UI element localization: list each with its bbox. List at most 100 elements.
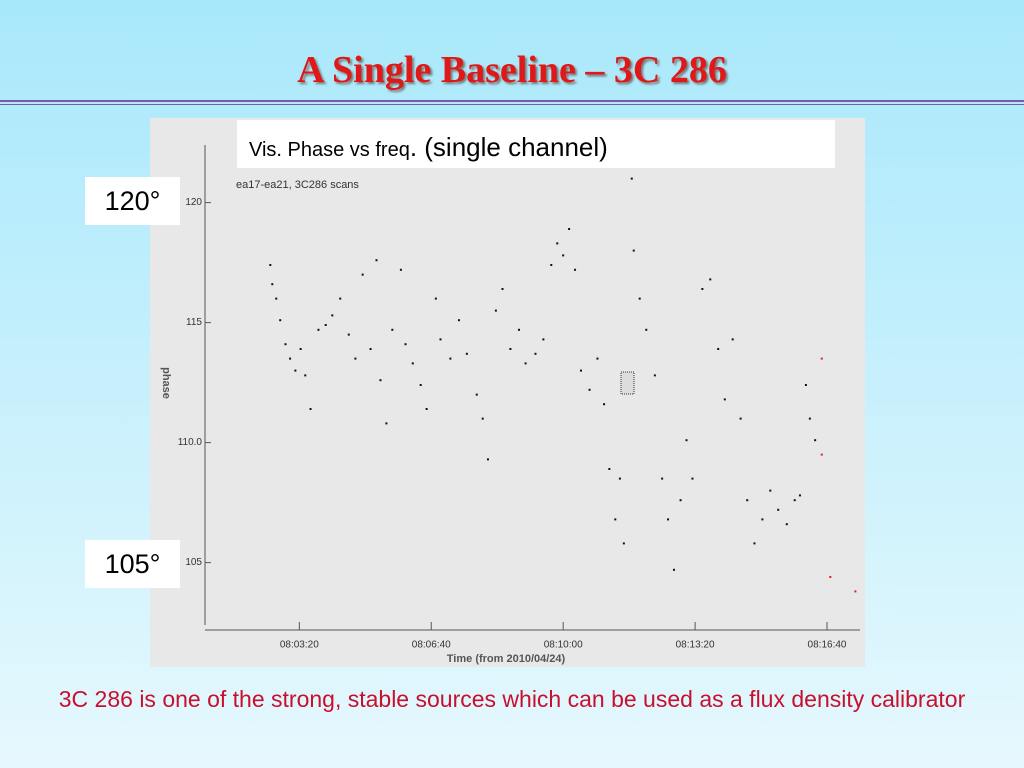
- data-point: [596, 357, 599, 360]
- data-point: [534, 352, 537, 355]
- data-point: [798, 494, 801, 497]
- data-point: [509, 348, 512, 350]
- data-point: [761, 518, 764, 521]
- data-point: [630, 177, 633, 180]
- plot-caption-box: Vis. Phase vs freq. (single channel): [237, 120, 835, 168]
- data-point: [542, 338, 545, 341]
- data-point: [739, 417, 742, 420]
- data-point: [347, 333, 350, 336]
- data-point: [672, 568, 675, 571]
- data-point: [568, 228, 571, 230]
- data-point: [294, 369, 297, 372]
- slide-caption: 3C 286 is one of the strong, stable sour…: [58, 686, 966, 712]
- selection-box: [620, 371, 635, 395]
- y-tick-label: 120: [185, 197, 202, 208]
- data-point: [608, 468, 611, 470]
- data-point: [614, 518, 617, 521]
- chart-subtitle: ea17-ea21, 3C286 scans: [236, 179, 359, 191]
- data-point: [269, 264, 272, 266]
- data-point: [361, 273, 364, 276]
- data-point: [391, 328, 394, 331]
- data-point: [419, 384, 422, 386]
- data-point: [475, 393, 478, 396]
- data-point: [588, 388, 591, 391]
- data-point: [324, 324, 327, 326]
- data-point: [854, 590, 857, 593]
- data-point: [271, 283, 274, 286]
- data-point: [279, 319, 282, 322]
- data-point: [517, 328, 520, 331]
- data-point: [317, 328, 320, 331]
- data-point: [653, 374, 656, 377]
- data-point: [354, 357, 357, 360]
- data-point: [465, 352, 468, 355]
- data-point: [723, 398, 726, 401]
- data-point: [785, 523, 788, 526]
- data-point: [574, 268, 577, 271]
- data-point: [304, 374, 307, 377]
- data-point: [449, 357, 452, 360]
- x-tick-label: 08:06:40: [412, 640, 451, 651]
- box-title-extra: . (single channel): [409, 132, 608, 162]
- data-point: [501, 288, 504, 290]
- upper-marker: 120°: [85, 177, 180, 225]
- data-point: [638, 297, 641, 300]
- data-point: [299, 348, 302, 350]
- data-point: [399, 268, 402, 271]
- data-point: [289, 357, 292, 360]
- data-point: [777, 508, 780, 511]
- data-point: [481, 417, 484, 420]
- y-tick-label: 115: [186, 317, 202, 328]
- x-axis-label: Time (from 2010/04/24): [447, 653, 566, 665]
- data-point: [808, 417, 811, 420]
- data-point: [425, 408, 428, 410]
- data-point: [701, 288, 704, 290]
- data-point: [486, 458, 489, 461]
- data-point: [385, 422, 388, 425]
- slide-title: A Single Baseline – 3C 286: [297, 49, 727, 91]
- data-point: [645, 328, 648, 331]
- data-point: [284, 343, 287, 346]
- y-tick-label: 110.0: [178, 437, 203, 448]
- data-point: [618, 477, 621, 480]
- title-rule: [0, 100, 1024, 105]
- data-point: [679, 499, 682, 502]
- data-point: [622, 542, 625, 545]
- data-point: [804, 384, 807, 386]
- data-point: [685, 439, 688, 442]
- data-point: [434, 297, 437, 300]
- data-point: [375, 259, 378, 262]
- data-point: [404, 343, 407, 346]
- data-point: [731, 338, 734, 341]
- data-point: [275, 297, 278, 300]
- data-point: [439, 338, 442, 341]
- data-point: [753, 542, 756, 545]
- data-point: [309, 408, 312, 410]
- x-tick-label: 08:16:40: [808, 640, 847, 651]
- data-point: [579, 369, 582, 372]
- x-tick-label: 08:03:20: [280, 640, 319, 651]
- data-point: [709, 278, 712, 281]
- data-point: [661, 477, 664, 480]
- data-point: [369, 348, 372, 350]
- chart: ea17-ea21, 3C286 scans Time (from 2010/0…: [150, 118, 865, 667]
- data-point: [814, 439, 817, 442]
- x-tick-label: 08:13:20: [676, 640, 715, 651]
- x-tick-label: 08:10:00: [544, 640, 583, 651]
- lower-marker: 105°: [85, 540, 180, 588]
- box-title: Vis. Phase vs freq: [249, 139, 410, 161]
- data-point: [820, 453, 823, 456]
- data-point: [691, 477, 694, 480]
- data-point: [494, 309, 497, 312]
- y-tick-label: 105: [185, 557, 202, 568]
- data-point: [550, 264, 553, 266]
- data-point: [379, 379, 382, 382]
- plot-background: [150, 118, 865, 667]
- data-point: [793, 499, 796, 502]
- data-point: [769, 489, 772, 492]
- data-point: [667, 518, 670, 521]
- y-axis-label: phase: [160, 367, 172, 399]
- data-point: [746, 499, 749, 502]
- data-point: [524, 362, 527, 365]
